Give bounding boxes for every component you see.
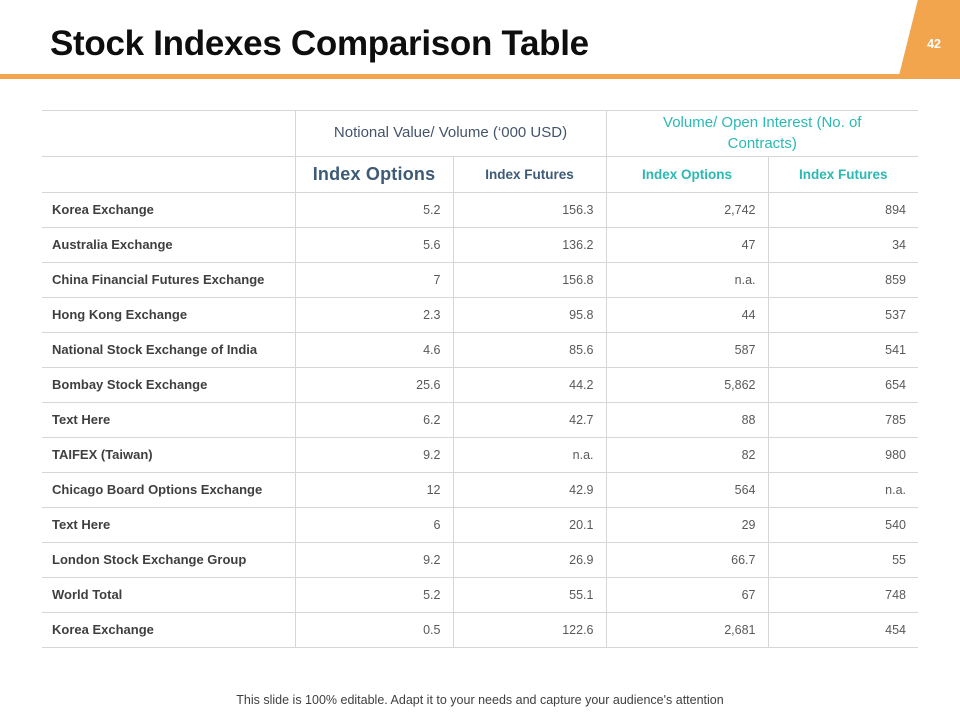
exchange-name: Korea Exchange [42, 192, 296, 228]
exchange-name: London Stock Exchange Group [42, 542, 296, 578]
cell-notional-index-futures: 122.6 [452, 612, 607, 648]
cell-notional-index-futures: 85.6 [452, 332, 607, 368]
exchange-name: Chicago Board Options Exchange [42, 472, 296, 508]
exchange-name: World Total [42, 577, 296, 613]
cell-volume-index-futures: 34 [767, 227, 919, 263]
subheader-volume-index-futures: Index Futures [767, 156, 919, 193]
comparison-table: Notional Value/ Volume (‘000 USD) Volume… [42, 110, 919, 648]
cell-volume-index-futures: n.a. [767, 472, 919, 508]
cell-notional-index-futures: 26.9 [452, 542, 607, 578]
cell-volume-index-options: 564 [605, 472, 769, 508]
cell-notional-index-options: 0.5 [294, 612, 454, 648]
cell-volume-index-options: 66.7 [605, 542, 769, 578]
subheader-notional-index-futures: Index Futures [452, 156, 607, 193]
exchange-name: Text Here [42, 402, 296, 438]
cell-notional-index-futures: 95.8 [452, 297, 607, 333]
cell-notional-index-options: 12 [294, 472, 454, 508]
corner-cell [42, 156, 296, 193]
column-group-notional: Notional Value/ Volume (‘000 USD) [294, 110, 607, 157]
cell-notional-index-options: 7 [294, 262, 454, 298]
table-row: London Stock Exchange Group 9.2 26.9 66.… [42, 542, 919, 578]
cell-volume-index-options: 88 [605, 402, 769, 438]
cell-notional-index-options: 6.2 [294, 402, 454, 438]
page-number: 42 [927, 37, 941, 51]
table-row: TAIFEX (Taiwan) 9.2 n.a. 82 980 [42, 437, 919, 473]
column-group-volume: Volume/ Open Interest (No. of Contracts) [605, 110, 919, 157]
cell-volume-index-futures: 540 [767, 507, 919, 543]
table-row: Bombay Stock Exchange 25.6 44.2 5,862 65… [42, 367, 919, 403]
exchange-name: China Financial Futures Exchange [42, 262, 296, 298]
cell-notional-index-options: 5.6 [294, 227, 454, 263]
cell-notional-index-futures: n.a. [452, 437, 607, 473]
cell-volume-index-futures: 541 [767, 332, 919, 368]
table-row: Korea Exchange 5.2 156.3 2,742 894 [42, 192, 919, 228]
table-row: Hong Kong Exchange 2.3 95.8 44 537 [42, 297, 919, 333]
cell-volume-index-options: 587 [605, 332, 769, 368]
cell-notional-index-options: 9.2 [294, 542, 454, 578]
exchange-name: Australia Exchange [42, 227, 296, 263]
cell-volume-index-futures: 55 [767, 542, 919, 578]
cell-notional-index-futures: 20.1 [452, 507, 607, 543]
exchange-name: Bombay Stock Exchange [42, 367, 296, 403]
title-underline [0, 74, 960, 79]
column-group-header-row: Notional Value/ Volume (‘000 USD) Volume… [42, 110, 919, 157]
cell-notional-index-futures: 136.2 [452, 227, 607, 263]
table-row: Text Here 6 20.1 29 540 [42, 507, 919, 543]
cell-notional-index-options: 5.2 [294, 577, 454, 613]
cell-notional-index-futures: 44.2 [452, 367, 607, 403]
cell-volume-index-futures: 537 [767, 297, 919, 333]
subheader-row: Index Options Index Futures Index Option… [42, 156, 919, 193]
subheader-notional-index-options: Index Options [294, 156, 454, 193]
cell-volume-index-futures: 654 [767, 367, 919, 403]
table-row: Chicago Board Options Exchange 12 42.9 5… [42, 472, 919, 508]
exchange-name: Text Here [42, 507, 296, 543]
cell-notional-index-options: 25.6 [294, 367, 454, 403]
cell-notional-index-options: 5.2 [294, 192, 454, 228]
cell-volume-index-futures: 859 [767, 262, 919, 298]
cell-volume-index-futures: 785 [767, 402, 919, 438]
table-row: Korea Exchange 0.5 122.6 2,681 454 [42, 612, 919, 648]
table-row: National Stock Exchange of India 4.6 85.… [42, 332, 919, 368]
cell-volume-index-futures: 894 [767, 192, 919, 228]
table-row: Australia Exchange 5.6 136.2 47 34 [42, 227, 919, 263]
cell-volume-index-options: 5,862 [605, 367, 769, 403]
exchange-name: National Stock Exchange of India [42, 332, 296, 368]
cell-volume-index-options: 44 [605, 297, 769, 333]
cell-volume-index-options: 67 [605, 577, 769, 613]
exchange-name: Korea Exchange [42, 612, 296, 648]
cell-volume-index-options: 47 [605, 227, 769, 263]
corner-cell [42, 110, 296, 157]
cell-notional-index-options: 4.6 [294, 332, 454, 368]
table-row: World Total 5.2 55.1 67 748 [42, 577, 919, 613]
cell-notional-index-futures: 55.1 [452, 577, 607, 613]
cell-volume-index-options: 29 [605, 507, 769, 543]
table-row: China Financial Futures Exchange 7 156.8… [42, 262, 919, 298]
cell-volume-index-futures: 748 [767, 577, 919, 613]
page-number-badge: 42 [898, 0, 960, 79]
page-title: Stock Indexes Comparison Table [50, 24, 589, 63]
exchange-name: Hong Kong Exchange [42, 297, 296, 333]
cell-volume-index-options: 2,742 [605, 192, 769, 228]
cell-notional-index-futures: 42.7 [452, 402, 607, 438]
cell-volume-index-options: 2,681 [605, 612, 769, 648]
cell-notional-index-futures: 156.8 [452, 262, 607, 298]
subheader-volume-index-options: Index Options [605, 156, 769, 193]
cell-notional-index-futures: 42.9 [452, 472, 607, 508]
cell-notional-index-options: 9.2 [294, 437, 454, 473]
cell-notional-index-options: 6 [294, 507, 454, 543]
cell-volume-index-options: 82 [605, 437, 769, 473]
exchange-name: TAIFEX (Taiwan) [42, 437, 296, 473]
cell-volume-index-futures: 454 [767, 612, 919, 648]
cell-notional-index-futures: 156.3 [452, 192, 607, 228]
footer-note: This slide is 100% editable. Adapt it to… [236, 693, 724, 707]
cell-volume-index-options: n.a. [605, 262, 769, 298]
table-row: Text Here 6.2 42.7 88 785 [42, 402, 919, 438]
cell-notional-index-options: 2.3 [294, 297, 454, 333]
cell-volume-index-futures: 980 [767, 437, 919, 473]
